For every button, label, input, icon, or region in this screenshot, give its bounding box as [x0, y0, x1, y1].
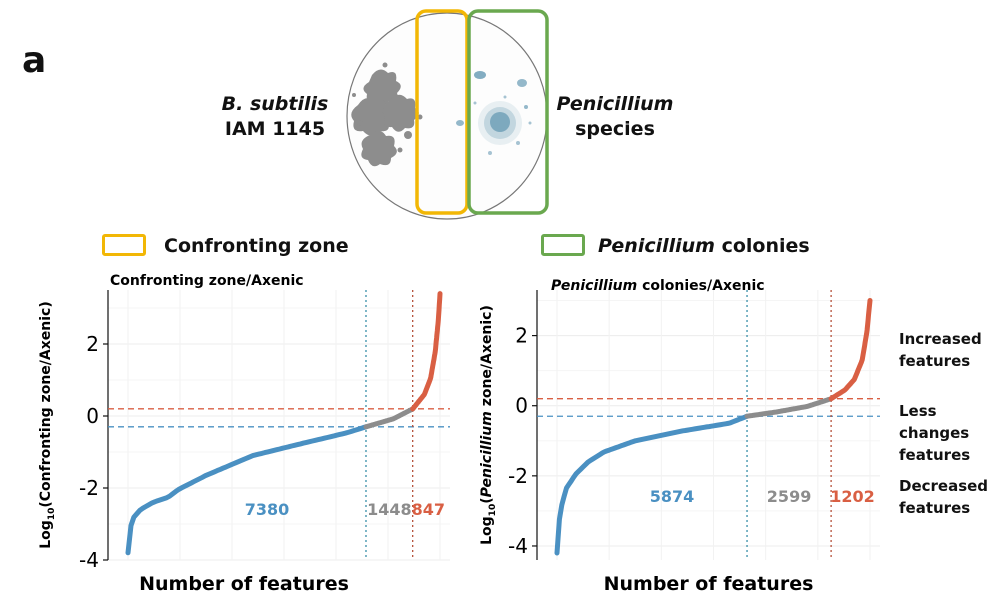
series-increased [828, 298, 873, 402]
y-axis-label: Log10(Penicillium zone/Axenic) [479, 305, 498, 545]
count-label-increased: 847 [412, 500, 445, 519]
y-tick-label: -4 [508, 534, 528, 558]
petri-dish-diagram [346, 9, 549, 220]
y-label-open: ( [38, 501, 54, 507]
y-label-sub: 10 [488, 504, 498, 517]
penicillium-colonies-box [467, 9, 549, 215]
chart-title: Confronting zone/Axenic [110, 273, 304, 289]
series-unchanged [744, 396, 834, 419]
bacteria-colonies-icon [351, 62, 423, 167]
count-label-unchanged: 2599 [767, 487, 812, 506]
y-label-log: Log [479, 516, 495, 545]
y-tick-label: 0 [515, 394, 528, 418]
side-label-decreased: Decreased features [899, 477, 989, 517]
side-label-less-changes: Less changes features [899, 402, 971, 464]
chart-title-text: Confronting zone/Axenic [110, 273, 304, 289]
y-tick-label: 2 [86, 332, 99, 356]
y-tick-label: -2 [508, 464, 528, 488]
series-decreased [125, 424, 369, 556]
chart-penicillium-colonies: 2 0 -2 -4 5874 2599 1202 Penicillium colonies/A… [479, 278, 880, 595]
y-tick-label: -2 [79, 476, 99, 500]
count-label-unchanged: 1448 [367, 500, 412, 519]
count-label-increased: 1202 [830, 487, 875, 506]
y-label-rest: zone/Axenic) [479, 305, 495, 411]
legend-swatch-confronting-zone [102, 234, 146, 256]
chart-title: Penicillium colonies/Axenic [551, 278, 765, 294]
penicillium-label: Penicillium species [556, 93, 674, 140]
x-axis-label: Number of features [604, 573, 814, 595]
fungal-colonies-icon [456, 71, 532, 155]
y-label-italic: Penicillium [479, 411, 495, 497]
confronting-zone-box [415, 9, 469, 215]
series-decreased [554, 413, 750, 556]
side-label-increased: Increased features [899, 330, 982, 370]
y-tick-label: 0 [86, 404, 99, 428]
y-label-sub: 10 [47, 508, 57, 521]
grid [537, 290, 880, 560]
grid [108, 290, 450, 561]
chart-title-italic: Penicillium [551, 278, 637, 294]
legend-label-penicillium-colonies: Penicillium colonies [598, 235, 810, 257]
y-axis-label: Log10(Confronting zone/Axenic) [38, 301, 57, 548]
bacteria-label: B. subtilis IAM 1145 [221, 93, 329, 140]
series-increased [410, 291, 443, 412]
series-unchanged [363, 406, 416, 430]
count-label-decreased: 7380 [245, 500, 290, 519]
legend-label-confronting-zone: Confronting zone [164, 235, 349, 257]
y-label-rest: Confronting zone/Axenic) [38, 301, 54, 501]
chart-confronting-zone: 2 0 -2 -4 7380 1448 847 Confronting zone/Axenic… [38, 273, 450, 595]
y-tick-label: 2 [515, 324, 528, 348]
y-tick-label: -4 [79, 548, 99, 572]
x-axis-label: Number of features [139, 573, 349, 595]
panel-label: a [22, 40, 47, 81]
legend-swatch-penicillium-colonies [541, 234, 585, 256]
y-label-open: ( [479, 497, 495, 503]
count-label-decreased: 5874 [650, 487, 695, 506]
y-label-log: Log [38, 520, 54, 549]
chart-title-text: colonies/Axenic [637, 278, 764, 294]
